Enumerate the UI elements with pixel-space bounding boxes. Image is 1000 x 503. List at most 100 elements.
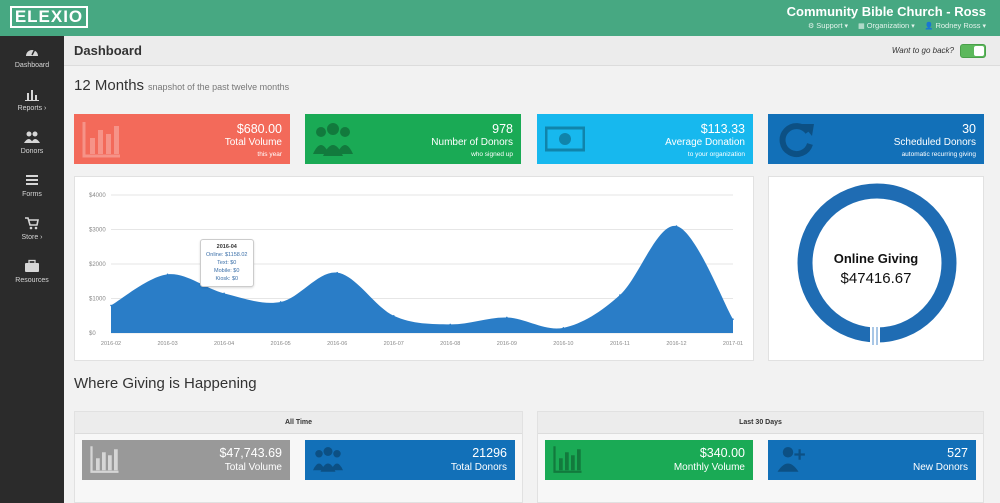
money-icon bbox=[545, 126, 585, 152]
caret-down-icon: ▾ bbox=[982, 22, 986, 30]
data-point bbox=[506, 316, 508, 319]
organization-label: Organization bbox=[866, 21, 910, 30]
data-point bbox=[166, 273, 169, 276]
x-tick-label: 2016-05 bbox=[271, 341, 291, 347]
refresh-icon bbox=[779, 123, 814, 158]
total-volume-card[interactable]: $680.00 Total Volume this year bbox=[74, 114, 290, 164]
average-donation-card[interactable]: $113.33 Average Donation to your organiz… bbox=[537, 114, 753, 164]
bar-chart-icon bbox=[90, 446, 119, 473]
x-tick-label: 2016-10 bbox=[553, 341, 573, 347]
giving-chart-panel: $0 $1000 $2000 $3000 $4000 2016-02 2016-03 2016… bbox=[74, 176, 754, 361]
card-note: this year bbox=[257, 151, 282, 158]
tooltip-title: 2016-04 bbox=[216, 244, 237, 250]
user-menu[interactable]: 👤 Rodney Ross ▾ bbox=[925, 21, 986, 30]
sidebar-item-resources[interactable]: Resources bbox=[0, 259, 64, 299]
donut-slice-small bbox=[872, 327, 874, 345]
card-note: automatic recurring giving bbox=[901, 151, 976, 158]
snapshot-title: 12 Months snapshot of the past twelve mon… bbox=[74, 77, 289, 94]
x-tick-label: 2016-03 bbox=[157, 341, 177, 347]
people-icon bbox=[313, 447, 343, 472]
card-note: who signed up bbox=[471, 151, 513, 158]
card-value: $113.33 bbox=[700, 122, 745, 136]
panel-title: Last 30 Days bbox=[538, 412, 983, 434]
page-title: Dashboard bbox=[74, 43, 142, 58]
card-label: Number of Donors bbox=[431, 137, 513, 148]
card-note: to your organization bbox=[687, 151, 745, 158]
add-user-icon bbox=[777, 447, 805, 472]
card-value: $680.00 bbox=[236, 122, 282, 136]
data-point bbox=[223, 292, 225, 295]
support-menu[interactable]: ⚙ Support ▾ bbox=[808, 21, 848, 30]
card-label: Total Donors bbox=[450, 462, 507, 473]
bar-chart-icon bbox=[82, 122, 120, 158]
y-tick-label: $3000 bbox=[89, 228, 106, 234]
data-point bbox=[110, 304, 112, 307]
bar-chart-icon bbox=[25, 90, 39, 101]
x-tick-label: 2016-04 bbox=[214, 341, 234, 347]
panel-title: All Time bbox=[75, 412, 522, 434]
y-tick-label: $4000 bbox=[89, 193, 106, 199]
tooltip-line: Online: $1158.02 bbox=[206, 252, 248, 258]
card-value: 527 bbox=[947, 446, 968, 460]
sidebar-item-label: Dashboard bbox=[14, 62, 50, 69]
card-label: New Donors bbox=[912, 462, 968, 473]
number-of-donors-card[interactable]: 978 Number of Donors who signed up bbox=[305, 114, 521, 164]
top-links: ⚙ Support ▾ ▦ Organization ▾ 👤 Rodney Ro… bbox=[808, 21, 986, 30]
monthly-volume-card[interactable]: $340.00 Monthly Volume bbox=[545, 440, 753, 480]
card-value: 21296 bbox=[472, 446, 507, 460]
support-label: Support bbox=[816, 21, 843, 30]
elexio-logo[interactable]: ELEXIO bbox=[10, 6, 88, 28]
cart-icon bbox=[25, 217, 39, 230]
organization-name: Community Bible Church - Ross bbox=[786, 4, 986, 19]
user-label: Rodney Ross bbox=[935, 21, 981, 30]
sidebar-item-forms[interactable]: Forms bbox=[0, 173, 64, 213]
donut-value: $47416.67 bbox=[840, 270, 912, 287]
caret-down-icon: ▾ bbox=[911, 22, 915, 30]
user-icon: 👤 bbox=[924, 22, 934, 30]
sidebar-item-reports[interactable]: Reports › bbox=[0, 87, 64, 127]
sidebar-item-label: Donors bbox=[20, 148, 44, 155]
donut-slice-small bbox=[876, 327, 878, 345]
data-point bbox=[619, 294, 621, 296]
scheduled-donors-card[interactable]: 30 Scheduled Donors automatic recurring … bbox=[768, 114, 984, 164]
card-value: $47,743.69 bbox=[219, 446, 282, 460]
x-tick-label: 2017-01 bbox=[723, 341, 743, 347]
new-donors-card[interactable]: 527 New Donors bbox=[768, 440, 976, 480]
y-tick-label: $2000 bbox=[89, 262, 106, 268]
sidebar-item-store[interactable]: Store › bbox=[0, 216, 64, 256]
all-time-total-donors-card[interactable]: 21296 Total Donors bbox=[305, 440, 515, 480]
data-point bbox=[732, 318, 734, 320]
list-icon bbox=[26, 175, 38, 185]
snapshot-subtitle: snapshot of the past twelve months bbox=[148, 82, 290, 92]
all-time-total-volume-card[interactable]: $47,743.69 Total Volume bbox=[82, 440, 290, 480]
caret-down-icon: ▾ bbox=[844, 22, 849, 30]
organization-menu[interactable]: ▦ Organization ▾ bbox=[858, 21, 915, 30]
people-icon bbox=[313, 123, 353, 156]
data-point bbox=[392, 314, 395, 317]
x-tick-label: 2016-07 bbox=[384, 341, 404, 347]
x-tick-label: 2016-08 bbox=[440, 341, 460, 347]
x-tick-label: 2016-12 bbox=[666, 341, 686, 347]
top-bar: ELEXIO Community Bible Church - Ross ⚙ S… bbox=[0, 0, 1000, 36]
series-area bbox=[111, 225, 733, 333]
donut-gap bbox=[870, 327, 880, 345]
sidebar-item-label: Forms bbox=[22, 191, 42, 198]
snapshot-heading: 12 Months bbox=[74, 77, 145, 94]
giving-area-chart: $0 $1000 $2000 $3000 $4000 2016-02 2016-03 2016… bbox=[89, 193, 743, 347]
gear-icon: ⚙ bbox=[807, 22, 815, 30]
building-icon: ▦ bbox=[858, 22, 865, 30]
y-tick-label: $1000 bbox=[89, 297, 106, 303]
online-giving-panel: Online Giving $47416.67 bbox=[768, 176, 984, 361]
sidebar-item-donors[interactable]: Donors bbox=[0, 130, 64, 170]
briefcase-icon bbox=[25, 259, 39, 272]
card-label: Monthly Volume bbox=[673, 462, 745, 473]
x-tick-label: 2016-09 bbox=[497, 341, 517, 347]
dashboard-icon bbox=[26, 48, 38, 56]
sidebar-item-label: Reports › bbox=[17, 105, 47, 112]
card-value: 978 bbox=[492, 122, 513, 136]
data-point bbox=[562, 327, 565, 329]
sidebar-item-dashboard[interactable]: Dashboard bbox=[0, 44, 64, 84]
go-back-toggle[interactable] bbox=[960, 44, 986, 58]
toggle-knob bbox=[974, 46, 984, 56]
card-value: 30 bbox=[962, 122, 976, 136]
